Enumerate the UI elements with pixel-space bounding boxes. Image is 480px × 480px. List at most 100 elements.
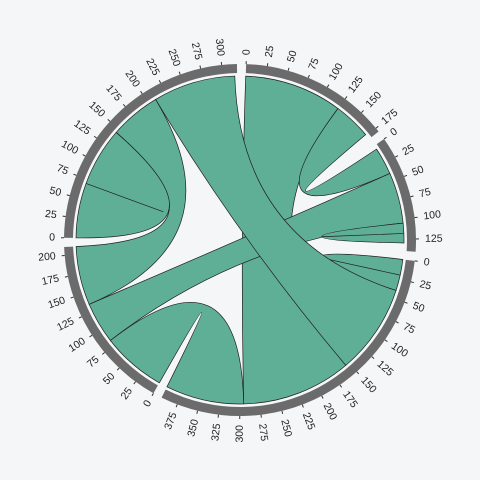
tick-label-E-225: 225 [143, 57, 162, 78]
tick-label-C-300: 300 [234, 425, 246, 443]
tick-D-125 [78, 316, 82, 319]
tick-label-C-75: 75 [401, 320, 417, 336]
tick-label-C-150: 150 [358, 374, 379, 395]
group-arc-D [64, 246, 158, 394]
group-arc-E [64, 64, 238, 238]
ribbons [75, 75, 405, 405]
tick-label-C-250: 250 [278, 418, 294, 438]
tick-label-E-200: 200 [122, 68, 142, 89]
tick-C-100 [384, 339, 388, 342]
tick-label-B-50: 50 [410, 163, 425, 178]
tick-C-25 [410, 281, 414, 284]
tick-E-75 [73, 173, 77, 176]
tick-E-175 [122, 103, 126, 107]
tick-label-D-75: 75 [85, 354, 102, 371]
tick-label-E-275: 275 [189, 41, 205, 61]
tick-C-150 [356, 371, 360, 375]
tick-D-100 [89, 334, 93, 338]
tick-label-E-250: 250 [166, 47, 183, 68]
tick-E-275 [199, 65, 202, 69]
tick-label-C-350: 350 [185, 418, 201, 438]
tick-E-100 [82, 154, 86, 157]
tick-label-D-150: 150 [46, 294, 67, 311]
tick-B-75 [410, 195, 414, 198]
tick-D-25 [133, 381, 136, 385]
group-arc-C [161, 259, 415, 417]
ribbon-C-D-6 [109, 302, 245, 405]
tick-label-C-25: 25 [418, 278, 432, 292]
tick-label-A-75: 75 [306, 56, 322, 72]
ribbon-B-B-3 [321, 222, 405, 244]
tick-A-100 [326, 84, 330, 88]
tick-E-250 [178, 71, 181, 75]
tick-marks: 0 25 50 75 100125150175025507510012502550751… [38, 38, 443, 443]
tick-B-0 [383, 136, 387, 140]
tick-E-225 [158, 80, 162, 84]
tick-label-B-25: 25 [400, 142, 416, 158]
tick-C-75 [395, 321, 399, 324]
tick-label-D-25: 25 [118, 385, 135, 402]
tick-C-125 [371, 356, 375, 360]
tick-A-75 [307, 74, 310, 78]
tick-label-C-175: 175 [340, 389, 360, 410]
tick-label-C-50: 50 [411, 300, 426, 315]
tick-label-A-150: 150 [363, 89, 384, 110]
tick-label-C-0: 0 [423, 256, 430, 269]
tick-label-A-50: 50 [285, 49, 300, 64]
tick-label-A-100: 100 [327, 61, 346, 82]
tick-A-50 [287, 67, 290, 71]
tick-label-E-75: 75 [55, 162, 70, 178]
tick-label-D-100: 100 [66, 335, 87, 355]
tick-label-C-125: 125 [375, 358, 396, 379]
tick-D-75 [102, 352, 105, 355]
group-arc-B [376, 138, 417, 252]
tick-label-E-25: 25 [44, 208, 57, 221]
tick-label-D-175: 175 [41, 272, 61, 287]
tick-label-E-175: 175 [103, 83, 124, 104]
group-arc-A [245, 64, 379, 138]
group-arcs [64, 64, 417, 417]
tick-C-175 [339, 384, 343, 388]
tick-A-150 [361, 110, 364, 113]
tick-B-50 [403, 174, 408, 177]
tick-label-A-0: 0 [240, 49, 252, 55]
tick-label-B-75: 75 [418, 186, 432, 201]
tick-label-A-25: 25 [263, 45, 277, 59]
tick-label-D-200: 200 [38, 250, 57, 264]
tick-label-E-0: 0 [49, 232, 55, 244]
tick-D-175 [64, 276, 68, 278]
tick-label-C-200: 200 [321, 401, 340, 422]
tick-label-B-125: 125 [425, 233, 443, 245]
tick-label-D-50: 50 [101, 370, 118, 387]
tick-label-E-300: 300 [213, 38, 227, 57]
tick-label-D-0: 0 [141, 398, 154, 409]
tick-D-50 [116, 367, 120, 371]
tick-D-0 [151, 393, 154, 397]
tick-C-200 [321, 395, 324, 399]
tick-label-C-100: 100 [389, 340, 410, 360]
tick-A-175 [375, 125, 379, 129]
tick-label-E-100: 100 [59, 138, 80, 157]
tick-label-B-0: 0 [388, 125, 400, 138]
tick-D-150 [70, 296, 74, 299]
tick-label-A-125: 125 [346, 74, 366, 95]
tick-label-E-125: 125 [71, 118, 92, 138]
tick-C-50 [404, 301, 408, 304]
tick-B-25 [395, 155, 399, 158]
tick-C-375 [175, 404, 178, 408]
tick-E-125 [93, 135, 97, 139]
tick-label-C-375: 375 [162, 411, 180, 432]
tick-E-200 [140, 90, 143, 94]
tick-label-C-325: 325 [209, 423, 223, 442]
tick-C-350 [196, 410, 199, 414]
ribbon-E-E-8 [75, 131, 170, 239]
tick-C-250 [281, 410, 284, 414]
ribbon-A-B-1 [299, 108, 391, 197]
tick-label-A-175: 175 [379, 107, 400, 127]
tick-label-D-125: 125 [55, 315, 76, 334]
tick-label-C-275: 275 [256, 423, 270, 442]
tick-label-B-100: 100 [423, 208, 442, 222]
tick-E-50 [66, 194, 70, 197]
tick-E-150 [107, 119, 111, 122]
